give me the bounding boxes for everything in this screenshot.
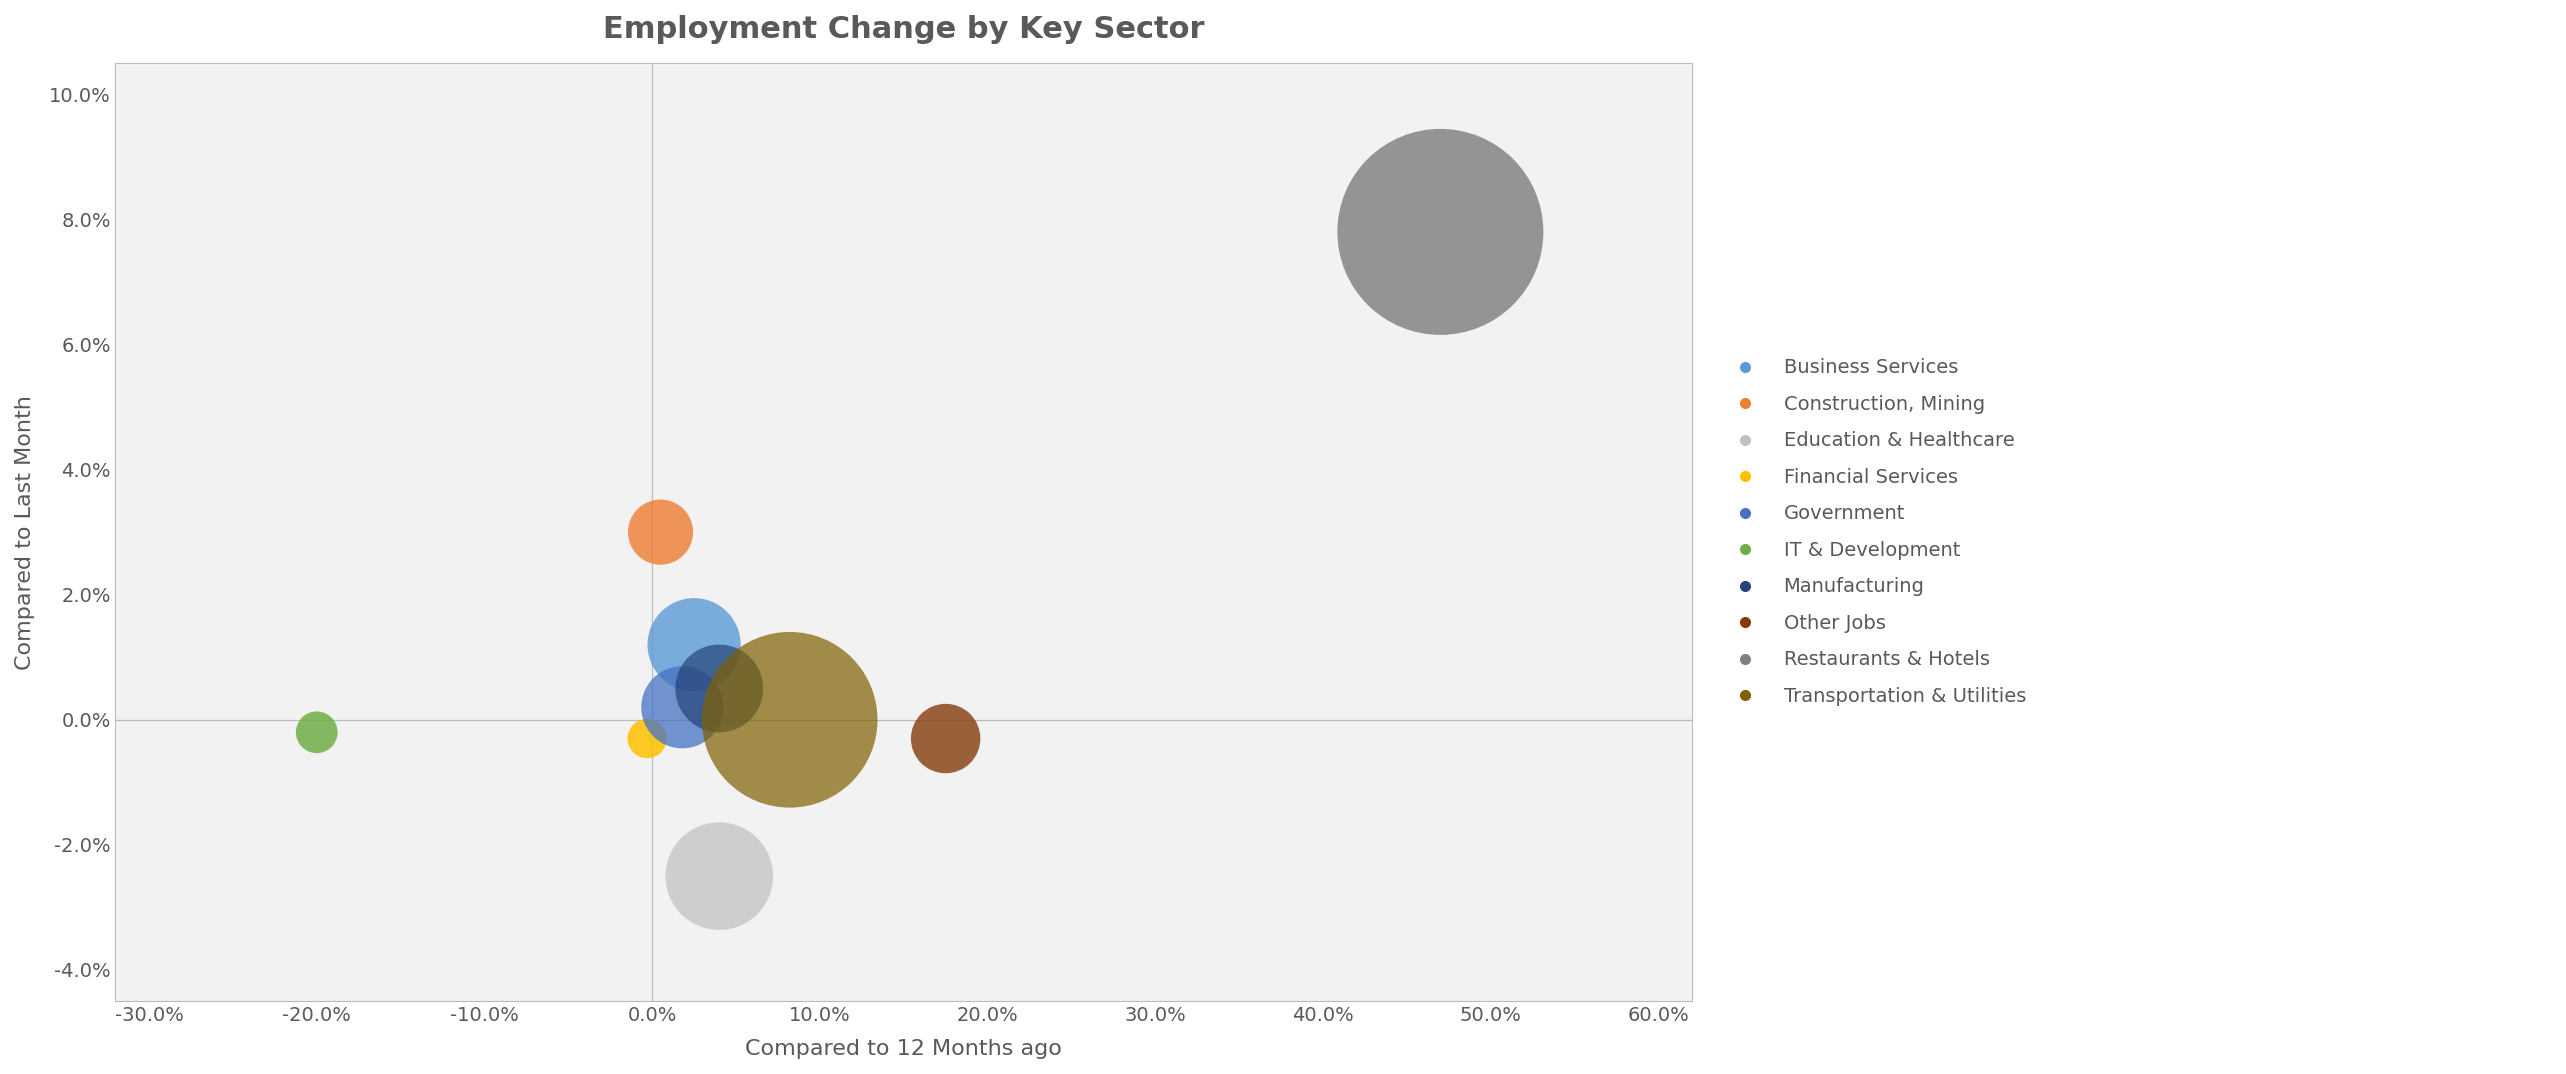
Other Jobs	[926, 730, 967, 748]
Education & Healthcare	[698, 868, 739, 885]
Title: Employment Change by Key Sector: Employment Change by Key Sector	[603, 15, 1203, 44]
Business Services	[672, 636, 713, 653]
Y-axis label: Compared to Last Month: Compared to Last Month	[15, 394, 36, 669]
Restaurants & Hotels	[1419, 223, 1460, 241]
Legend: Business Services, Construction, Mining, Education & Healthcare, Financial Servi: Business Services, Construction, Mining,…	[1717, 350, 2035, 713]
Government	[662, 699, 703, 716]
Financial Services	[626, 730, 667, 748]
Manufacturing	[698, 680, 739, 697]
Construction, Mining	[639, 523, 680, 540]
Transportation & Utilities	[770, 711, 811, 728]
IT & Development	[295, 724, 336, 741]
X-axis label: Compared to 12 Months ago: Compared to 12 Months ago	[744, 1039, 1062, 1059]
